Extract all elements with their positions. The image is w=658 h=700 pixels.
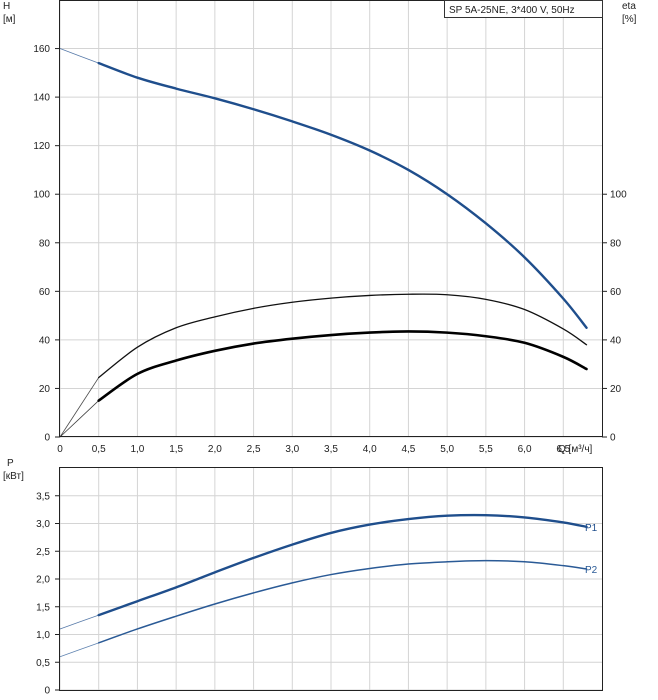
x-tick-label: 1,0: [130, 444, 144, 455]
head-efficiency-chart: 0 0,5 1,0 1,5 2,0 2,5 3,0 3,5 4,0 4,5 5,0 5,5 6,0 6,5…: [3, 0, 637, 455]
p-axis-unit: [кВт]: [3, 471, 24, 482]
x-tick-label: 4,5: [401, 444, 415, 455]
top-plot-frame: [59, 0, 603, 437]
h-axis-label: H: [3, 1, 10, 12]
bottom-series: P1 P2: [59, 513, 598, 658]
bottom-tick-labels: 0 0,5 1,0 1,5 2,0 2,5 3,0 3,5: [36, 491, 60, 697]
p-tick-label: 1,5: [36, 602, 50, 613]
p-tick-label: 2,0: [36, 575, 50, 586]
eta-tick-label: 40: [610, 335, 622, 346]
p2-series-curve: [97, 559, 588, 644]
x-tick-label: 6,0: [518, 444, 532, 455]
h-axis-unit: [м]: [3, 14, 16, 25]
p2-legend-label: P2: [585, 565, 598, 576]
p1-series-curve: [97, 513, 588, 617]
x-tick-label: 6,5: [556, 444, 570, 455]
eta-tick-label: 20: [610, 384, 622, 395]
eta-axis-unit: [%]: [622, 14, 637, 25]
x-tick-label: 5,5: [479, 444, 493, 455]
p-axis-label: P: [7, 458, 14, 469]
p-tick-label: 0: [44, 686, 50, 697]
p-tick-label: 3,0: [36, 519, 50, 530]
eta-tick-label: 0: [610, 433, 616, 444]
x-tick-label: 0: [57, 444, 63, 455]
p2-series-extrapolation: [59, 642, 99, 658]
top-grid: [59, 0, 602, 438]
top-series: [59, 48, 588, 438]
x-tick-label: 1,5: [169, 444, 183, 455]
h-tick-label: 0: [44, 433, 50, 444]
x-tick-label: 2,5: [247, 444, 261, 455]
eta-hydraulic-series-curve: [97, 330, 588, 402]
p-tick-label: 2,5: [36, 547, 50, 558]
eta-complete-series-curve: [98, 293, 588, 379]
q-axis-label: Q [м³/ч]: [558, 444, 593, 455]
h-tick-label: 80: [39, 238, 51, 249]
bottom-grid: [59, 468, 602, 691]
p-tick-label: 0,5: [36, 658, 50, 669]
eta-tick-label: 80: [610, 238, 622, 249]
model-label-box: SP 5A-25NE, 3*400 V, 50Hz: [444, 0, 603, 18]
p1-legend-label: P1: [585, 523, 598, 534]
eta-tick-label: 60: [610, 287, 622, 298]
p-tick-label: 1,0: [36, 630, 50, 641]
x-tick-label: 2,0: [208, 444, 222, 455]
top-tick-labels: 0 0,5 1,0 1,5 2,0 2,5 3,0 3,5 4,0 4,5 5,0 5,5 6,0 6,5…: [33, 44, 627, 455]
eta-complete-series-extrapolation: [59, 377, 100, 438]
h-series-extrapolation: [59, 48, 99, 64]
eta-axis-label: eta: [622, 1, 636, 12]
x-tick-label: 3,5: [324, 444, 338, 455]
model-label: SP 5A-25NE, 3*400 V, 50Hz: [449, 5, 575, 16]
x-tick-label: 3,0: [285, 444, 299, 455]
x-tick-label: 4,0: [363, 444, 377, 455]
x-tick-label: 0,5: [92, 444, 106, 455]
h-tick-label: 20: [39, 384, 51, 395]
bottom-plot-frame: [59, 467, 603, 691]
x-tick-label: 5,0: [440, 444, 454, 455]
h-tick-label: 140: [33, 93, 50, 104]
h-tick-label: 120: [33, 141, 50, 152]
h-tick-label: 60: [39, 287, 51, 298]
p1-series-extrapolation: [59, 614, 99, 630]
eta-hydraulic-series-extrapolation: [59, 400, 99, 438]
h-tick-label: 100: [33, 190, 50, 201]
h-tick-label: 160: [33, 44, 50, 55]
power-chart: 0 0,5 1,0 1,5 2,0 2,5 3,0 3,5 P1 P2 P [кВт]: [3, 458, 603, 697]
h-tick-label: 40: [39, 335, 51, 346]
p-tick-label: 3,5: [36, 491, 50, 502]
eta-tick-label: 100: [610, 190, 627, 201]
h-series-curve: [97, 61, 588, 329]
